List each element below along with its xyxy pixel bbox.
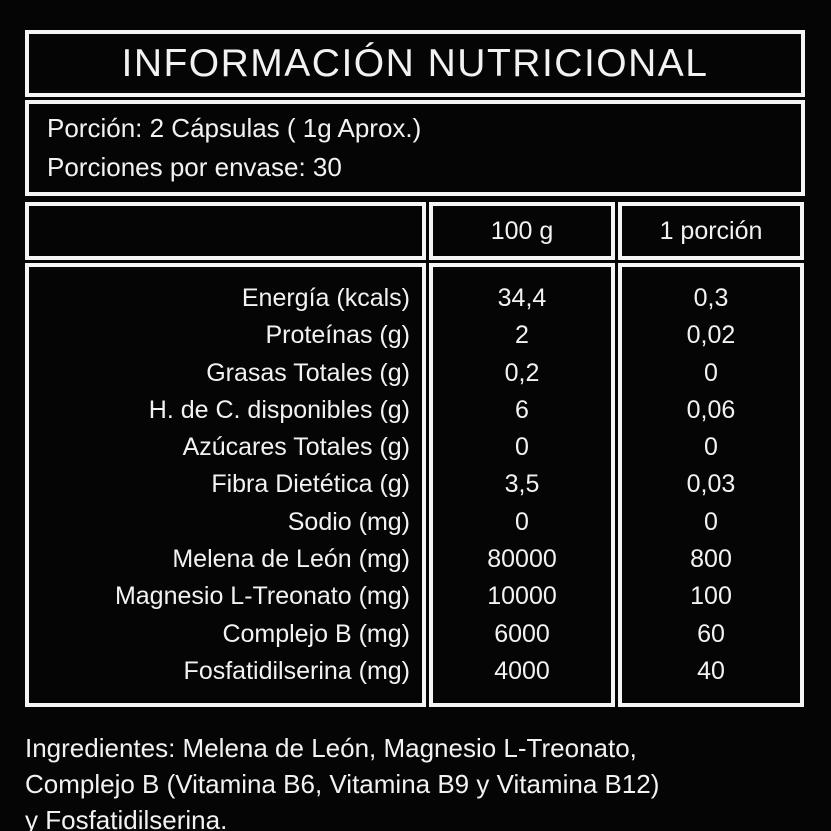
servings-per-container-line: Porciones por envase: 30	[47, 152, 342, 182]
row-value-100g: 0	[515, 433, 529, 462]
header-cell-portion: 1 porción	[618, 202, 804, 260]
row-value-portion: 0,3	[693, 284, 729, 313]
row-value-100g: 2	[515, 321, 529, 350]
row-label: Proteínas (g)	[265, 321, 410, 350]
row-value-portion: 0	[704, 507, 718, 536]
ingredients-line: y Fosfatidilserina.	[25, 805, 228, 831]
row-label: H. de C. disponibles (g)	[148, 395, 410, 424]
column-nutrient-labels: Energía (kcals) Proteínas (g) Grasas Tot…	[25, 263, 426, 707]
row-label: Azúcares Totales (g)	[182, 433, 410, 462]
row-value-100g: 6	[515, 395, 529, 424]
row-value-100g: 10000	[487, 582, 557, 611]
column-values-100g: 34,4 2 0,2 6 0 3,5 0 80000 10000 6000 40…	[429, 263, 615, 707]
row-label: Sodio (mg)	[287, 507, 410, 536]
row-label: Fibra Dietética (g)	[211, 470, 410, 499]
row-value-portion: 0	[704, 358, 718, 387]
row-value-100g: 0,2	[504, 358, 540, 387]
column-values-portion: 0,3 0,02 0 0,06 0 0,03 0 800 100 60 40	[618, 263, 804, 707]
header-cell-empty	[25, 202, 426, 260]
header-cell-100g: 100 g	[429, 202, 615, 260]
table-body: Energía (kcals) Proteínas (g) Grasas Tot…	[25, 263, 805, 707]
row-value-portion: 0,06	[686, 395, 736, 424]
row-value-portion: 800	[690, 545, 732, 574]
title-box: INFORMACIÓN NUTRICIONAL	[25, 30, 805, 97]
page-title: INFORMACIÓN NUTRICIONAL	[121, 41, 709, 85]
row-label: Grasas Totales (g)	[206, 358, 410, 387]
serving-info-box: Porción: 2 Cápsulas ( 1g Aprox.) Porcion…	[25, 100, 805, 196]
row-value-100g: 80000	[487, 545, 557, 574]
row-value-portion: 0,03	[686, 470, 736, 499]
label-stack: INFORMACIÓN NUTRICIONAL Porción: 2 Cápsu…	[25, 30, 805, 831]
row-value-100g: 6000	[494, 619, 550, 648]
row-value-portion: 0	[704, 433, 718, 462]
row-value-portion: 60	[697, 619, 725, 648]
ingredients-line: Ingredientes: Melena de León, Magnesio L…	[25, 733, 637, 763]
row-value-100g: 3,5	[504, 470, 540, 499]
row-label: Magnesio L-Treonato (mg)	[114, 582, 410, 611]
row-value-portion: 0,02	[686, 321, 736, 350]
row-value-portion: 100	[690, 582, 732, 611]
row-label: Fosfatidilserina (mg)	[183, 656, 410, 685]
row-label: Melena de León (mg)	[172, 545, 410, 574]
ingredients-text: Ingredientes: Melena de León, Magnesio L…	[25, 730, 805, 831]
ingredients-line: Complejo B (Vitamina B6, Vitamina B9 y V…	[25, 769, 660, 799]
row-value-portion: 40	[697, 656, 725, 685]
row-label: Energía (kcals)	[241, 284, 410, 313]
table-header-row: 100 g 1 porción	[25, 202, 805, 260]
row-label: Complejo B (mg)	[222, 619, 410, 648]
serving-size-line: Porción: 2 Cápsulas ( 1g Aprox.)	[47, 113, 422, 143]
row-value-100g: 4000	[494, 656, 550, 685]
row-value-100g: 0	[515, 507, 529, 536]
row-value-100g: 34,4	[497, 284, 547, 313]
